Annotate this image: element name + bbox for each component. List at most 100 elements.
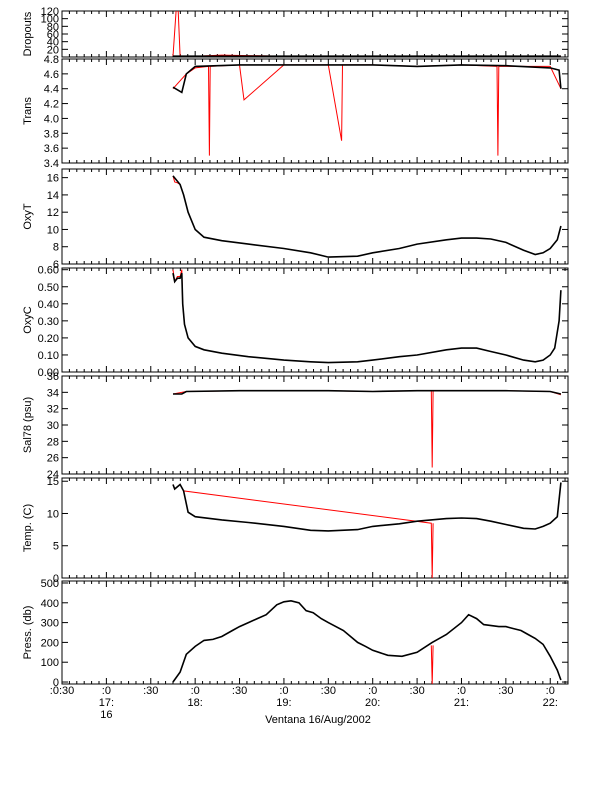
y-tick-label: 12 bbox=[47, 207, 59, 219]
panel-frame bbox=[61, 267, 569, 373]
y-tick-label: 300 bbox=[41, 618, 59, 630]
x-tick-label: :30 bbox=[143, 685, 158, 697]
y-tick-label: 15 bbox=[47, 476, 59, 488]
x-tick-label: :0:30 bbox=[50, 685, 74, 697]
panel-3: 16 14 12 10 8 6 OxyT bbox=[22, 168, 569, 271]
y-tick-label: 4.2 bbox=[44, 99, 59, 111]
panel-frame bbox=[61, 580, 569, 685]
x-tick-label: :30 bbox=[409, 685, 424, 697]
x-tick-label: :30 bbox=[232, 685, 247, 697]
x-hour-label: 17: bbox=[99, 697, 114, 709]
y-tick-label: 14 bbox=[47, 190, 59, 202]
y-tick-label: 100 bbox=[41, 14, 59, 26]
y-tick-label: 4.4 bbox=[44, 84, 59, 96]
y-tick-label: 4.8 bbox=[44, 54, 59, 66]
x-tick-label: :0 bbox=[279, 685, 288, 697]
y-tick-label: 10 bbox=[47, 508, 59, 520]
smoothed-series-line bbox=[172, 64, 562, 94]
y-tick-label: 24 bbox=[47, 469, 59, 481]
smoothed-series-line bbox=[172, 599, 562, 683]
panel-5: 36 34 32 30 28 26 24 Sal78 (psu) bbox=[22, 371, 569, 481]
x-tick-label: :30 bbox=[498, 685, 513, 697]
x-tick-label: :0 bbox=[102, 685, 111, 697]
y-tick-label: 26 bbox=[47, 453, 59, 465]
series-group bbox=[172, 11, 561, 57]
y-tick-label: 0.50 bbox=[38, 282, 59, 294]
x-hour-label: 18: bbox=[188, 697, 203, 709]
y-axis-label: Sal78 (psu) bbox=[22, 397, 34, 453]
x-hour-label: 21: bbox=[454, 697, 469, 709]
y-axis-label: Temp. (C) bbox=[22, 504, 34, 552]
y-tick-label: 4.6 bbox=[44, 69, 59, 81]
y-tick-label: 0.30 bbox=[38, 316, 59, 328]
y-tick-label: 4.0 bbox=[44, 113, 59, 125]
y-tick-label: 5 bbox=[53, 541, 59, 553]
y-tick-label: 0.10 bbox=[38, 350, 59, 362]
y-tick-label: 200 bbox=[41, 637, 59, 649]
y-tick-label: 0 bbox=[53, 677, 59, 689]
y-tick-label: 8 bbox=[53, 242, 59, 254]
y-tick-label: 0.60 bbox=[38, 265, 59, 277]
series-group bbox=[172, 269, 562, 364]
y-tick-label: 0 bbox=[53, 573, 59, 585]
panel-7: 500 400 300 200 100 0 Press. (db) bbox=[22, 578, 569, 689]
x-axis: :0:30:0:30:0:30:0:30:0:30:0:30:017: 18: 19… bbox=[50, 685, 558, 721]
y-tick-label: 6 bbox=[53, 259, 59, 271]
y-tick-label: 36 bbox=[47, 371, 59, 383]
figure-title: Ventana 16/Aug/2002 bbox=[265, 714, 371, 726]
panel-frame bbox=[61, 58, 569, 164]
y-axis-label: OxyT bbox=[22, 203, 34, 230]
x-hour-label: 22: bbox=[543, 697, 558, 709]
y-tick-label: 60 bbox=[47, 29, 59, 41]
y-tick-label: 16 bbox=[47, 173, 59, 185]
raw-series-line bbox=[172, 11, 561, 57]
y-tick-label: 40 bbox=[47, 37, 59, 49]
x-hour-label: 20: bbox=[365, 697, 380, 709]
y-axis-label: Press. (db) bbox=[22, 606, 34, 660]
y-tick-label: 400 bbox=[41, 598, 59, 610]
raw-series-line bbox=[172, 390, 562, 468]
y-tick-label: 28 bbox=[47, 436, 59, 448]
y-axis-label: Dropouts bbox=[22, 11, 34, 56]
y-tick-label: 32 bbox=[47, 404, 59, 416]
panel-frame bbox=[61, 10, 569, 58]
x-tick-label: :0 bbox=[457, 685, 466, 697]
panel-4: 0.60 0.50 0.40 0.30 0.20 0.10 0.00 OxyC bbox=[22, 265, 569, 379]
y-tick-label: 10 bbox=[47, 224, 59, 236]
y-axis-label: OxyC bbox=[22, 306, 34, 334]
series-group bbox=[172, 64, 562, 156]
smoothed-series-line bbox=[172, 482, 562, 532]
y-tick-label: 500 bbox=[41, 578, 59, 590]
panel-6: 15 10 5 0 Temp. (C) bbox=[22, 476, 569, 585]
smoothed-series-line bbox=[172, 175, 562, 258]
x-tick-label: :0 bbox=[368, 685, 377, 697]
raw-series-line bbox=[172, 483, 434, 578]
series-group bbox=[172, 389, 562, 468]
chart-panels: 12010080604020Dropouts4.84.64.44.24.03.8… bbox=[22, 6, 569, 689]
y-tick-label: 20 bbox=[47, 44, 59, 56]
x-tick-label: :0 bbox=[546, 685, 555, 697]
panel-2: 4.8 4.6 4.4 4.2 4.0 3.8 3.6 3.4 Trans bbox=[22, 54, 569, 170]
series-group bbox=[172, 482, 562, 578]
y-tick-label: 3.8 bbox=[44, 128, 59, 140]
raw-series-line bbox=[172, 64, 562, 156]
x-tick-label: :0 bbox=[191, 685, 200, 697]
y-tick-label: 0.00 bbox=[38, 367, 59, 379]
raw-series-line bbox=[430, 645, 434, 684]
y-tick-label: 3.6 bbox=[44, 143, 59, 155]
y-tick-label: 0.20 bbox=[38, 333, 59, 345]
y-axis-label: Trans bbox=[22, 97, 34, 125]
x-tick-label: :30 bbox=[321, 685, 336, 697]
y-tick-label: 80 bbox=[47, 21, 59, 33]
panel-frame bbox=[61, 477, 569, 579]
x-hour-label: 19: bbox=[276, 697, 291, 709]
y-tick-label: 34 bbox=[47, 387, 59, 399]
series-group bbox=[172, 175, 562, 258]
series-group bbox=[172, 599, 562, 684]
smoothed-series-line bbox=[173, 389, 562, 395]
y-tick-label: 120 bbox=[41, 6, 59, 18]
y-tick-label: 0.40 bbox=[38, 299, 59, 311]
smoothed-series-line bbox=[172, 272, 562, 364]
